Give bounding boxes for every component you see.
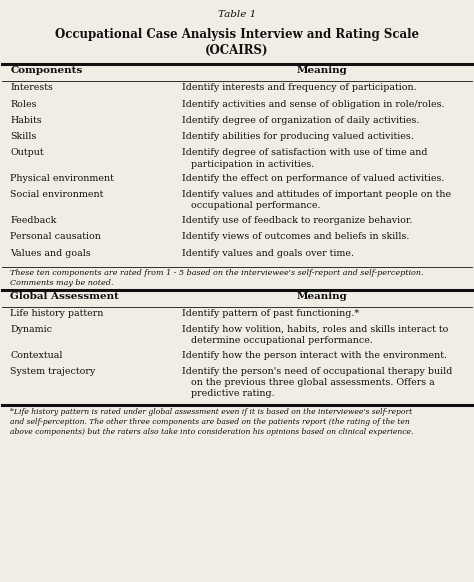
Text: Identify values and goals over time.: Identify values and goals over time.	[182, 249, 355, 257]
Text: Dynamic: Dynamic	[10, 325, 53, 334]
Text: Feedback: Feedback	[10, 216, 57, 225]
Text: System trajectory: System trajectory	[10, 367, 96, 376]
Text: Identify how the person interact with the environment.: Identify how the person interact with th…	[182, 351, 447, 360]
Text: Table 1: Table 1	[218, 10, 256, 19]
Text: Interests: Interests	[10, 83, 53, 92]
Text: Identify the person's need of occupational therapy build
   on the previous thre: Identify the person's need of occupation…	[182, 367, 453, 399]
Text: Personal causation: Personal causation	[10, 232, 101, 241]
Text: Identify abilities for producing valued activities.: Identify abilities for producing valued …	[182, 132, 414, 141]
Text: Identify views of outcomes and beliefs in skills.: Identify views of outcomes and beliefs i…	[182, 232, 410, 241]
Text: Global Assessment: Global Assessment	[10, 292, 119, 300]
Text: These ten components are rated from 1 - 5 based on the interviewee's self-report: These ten components are rated from 1 - …	[10, 269, 424, 287]
Text: Roles: Roles	[10, 100, 37, 108]
Text: Habits: Habits	[10, 116, 42, 125]
Text: Identify degree of organization of daily activities.: Identify degree of organization of daily…	[182, 116, 420, 125]
Text: Social environment: Social environment	[10, 190, 104, 199]
Text: Identify interests and frequency of participation.: Identify interests and frequency of part…	[182, 83, 417, 92]
Text: *Life history pattern is rated under global assessment even if it is based on th: *Life history pattern is rated under glo…	[10, 408, 414, 435]
Text: Values and goals: Values and goals	[10, 249, 91, 257]
Text: Identify degree of satisfaction with use of time and
   participation in activit: Identify degree of satisfaction with use…	[182, 148, 428, 169]
Text: Physical environment: Physical environment	[10, 174, 114, 183]
Text: Identify use of feedback to reorganize behavior.: Identify use of feedback to reorganize b…	[182, 216, 413, 225]
Text: Contextual: Contextual	[10, 351, 63, 360]
Text: Identify activities and sense of obligation in role/roles.: Identify activities and sense of obligat…	[182, 100, 445, 108]
Text: Output: Output	[10, 148, 44, 157]
Text: Meaning: Meaning	[297, 292, 348, 300]
Text: Identify how volition, habits, roles and skills interact to
   determine occupat: Identify how volition, habits, roles and…	[182, 325, 449, 346]
Text: Identify pattern of past functioning.*: Identify pattern of past functioning.*	[182, 309, 360, 318]
Text: Identify the effect on performance of valued activities.: Identify the effect on performance of va…	[182, 174, 445, 183]
Text: Skills: Skills	[10, 132, 37, 141]
Text: Life history pattern: Life history pattern	[10, 309, 104, 318]
Text: Identify values and attitudes of important people on the
   occupational perform: Identify values and attitudes of importa…	[182, 190, 452, 211]
Text: Occupational Case Analysis Interview and Rating Scale
(OCAIRS): Occupational Case Analysis Interview and…	[55, 28, 419, 58]
Text: Meaning: Meaning	[297, 66, 348, 74]
Text: Components: Components	[10, 66, 82, 74]
